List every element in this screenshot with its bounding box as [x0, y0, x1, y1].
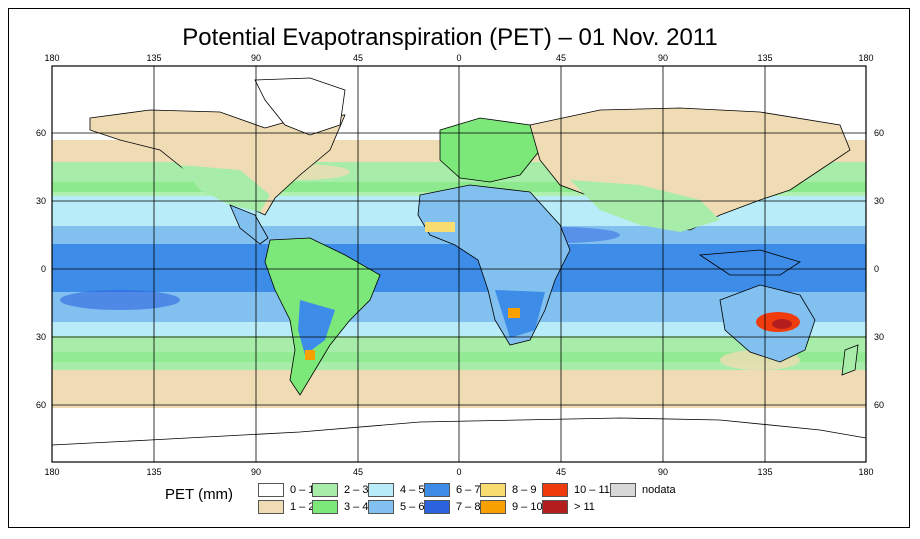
pacific-high-patch	[60, 290, 180, 310]
legend-label: 10 – 11	[574, 484, 610, 496]
right-lat-label: 30	[874, 196, 884, 206]
bottom-lon-label: 135	[757, 467, 772, 477]
south-america-interior	[298, 300, 335, 355]
right-lat-label: 60	[874, 400, 884, 410]
legend-swatch	[258, 483, 284, 497]
right-lat-label: 60	[874, 128, 884, 138]
legend-label: 9 – 10	[512, 501, 543, 513]
argentina-hotspot	[305, 350, 315, 360]
legend-swatch	[542, 500, 568, 514]
australia-peak	[772, 319, 792, 329]
left-lat-label: 0	[41, 264, 46, 274]
legend-swatch	[258, 500, 284, 514]
new-zealand	[841, 344, 859, 376]
top-lon-label: 180	[44, 53, 59, 63]
legend-swatch	[424, 483, 450, 497]
top-lon-label: 0	[456, 53, 461, 63]
bottom-lon-label: 180	[44, 467, 59, 477]
left-lat-label: 30	[36, 332, 46, 342]
top-lon-label: 135	[146, 53, 161, 63]
top-lon-label: 135	[757, 53, 772, 63]
legend-swatch	[424, 500, 450, 514]
graticule	[52, 66, 866, 462]
legend-title: PET (mm)	[165, 486, 234, 503]
legend-label: 5 – 6	[400, 501, 425, 513]
top-lon-label: 90	[251, 53, 261, 63]
legend-swatch	[480, 483, 506, 497]
south-asia	[570, 180, 720, 232]
bottom-lon-label: 0	[456, 467, 461, 477]
north-america-south	[180, 165, 270, 212]
left-lat-label: 30	[36, 196, 46, 206]
legend-label: 8 – 9	[512, 484, 537, 496]
top-lon-label: 90	[658, 53, 668, 63]
legend-label: 1 – 2	[290, 501, 315, 513]
legend-swatch	[542, 483, 568, 497]
legend-swatch	[368, 483, 394, 497]
legend-label: nodata	[642, 484, 676, 496]
legend-swatch	[312, 483, 338, 497]
bottom-lon-label: 180	[858, 467, 873, 477]
europe	[439, 117, 541, 183]
right-lat-label: 30	[874, 332, 884, 342]
top-lon-label: 180	[858, 53, 873, 63]
legend-label: 2 – 3	[344, 484, 369, 496]
legend-label: 3 – 4	[344, 501, 369, 513]
legend-label: 4 – 5	[400, 484, 425, 496]
top-lon-label: 45	[556, 53, 566, 63]
central-america	[229, 204, 269, 245]
left-lat-label: 60	[36, 128, 46, 138]
map-border	[51, 65, 867, 463]
bottom-lon-label: 45	[353, 467, 363, 477]
left-lat-labels: 60 30 0 30 60	[36, 128, 46, 410]
legend: 0 – 1 2 – 3 4 – 5 6 – 7 8 – 9 10 – 11 no…	[258, 483, 758, 517]
right-lat-label: 0	[874, 264, 879, 274]
legend-swatch	[312, 500, 338, 514]
greenland	[254, 77, 346, 136]
zambia-hotspot	[508, 308, 520, 318]
legend-label: 7 – 8	[456, 501, 481, 513]
top-lon-labels: 180 135 90 45 0 45 90 135 180	[44, 53, 873, 63]
legend-swatch	[368, 500, 394, 514]
sahel-hotspot	[425, 222, 455, 232]
legend-label: > 11	[574, 501, 595, 513]
legend-swatch	[480, 500, 506, 514]
top-lon-label: 45	[353, 53, 363, 63]
bottom-lon-label: 90	[658, 467, 668, 477]
left-lat-label: 60	[36, 400, 46, 410]
bottom-lon-labels: 180 135 90 45 0 45 90 135 180	[44, 467, 873, 477]
legend-label: 6 – 7	[456, 484, 481, 496]
bottom-lon-label: 90	[251, 467, 261, 477]
map-title: Potential Evapotranspiration (PET) – 01 …	[182, 24, 718, 51]
legend-swatch	[610, 483, 636, 497]
bottom-lon-label: 45	[556, 467, 566, 477]
bottom-lon-label: 135	[146, 467, 161, 477]
legend-label: 0 – 1	[290, 484, 315, 496]
right-lat-labels: 60 30 0 30 60	[874, 128, 884, 410]
